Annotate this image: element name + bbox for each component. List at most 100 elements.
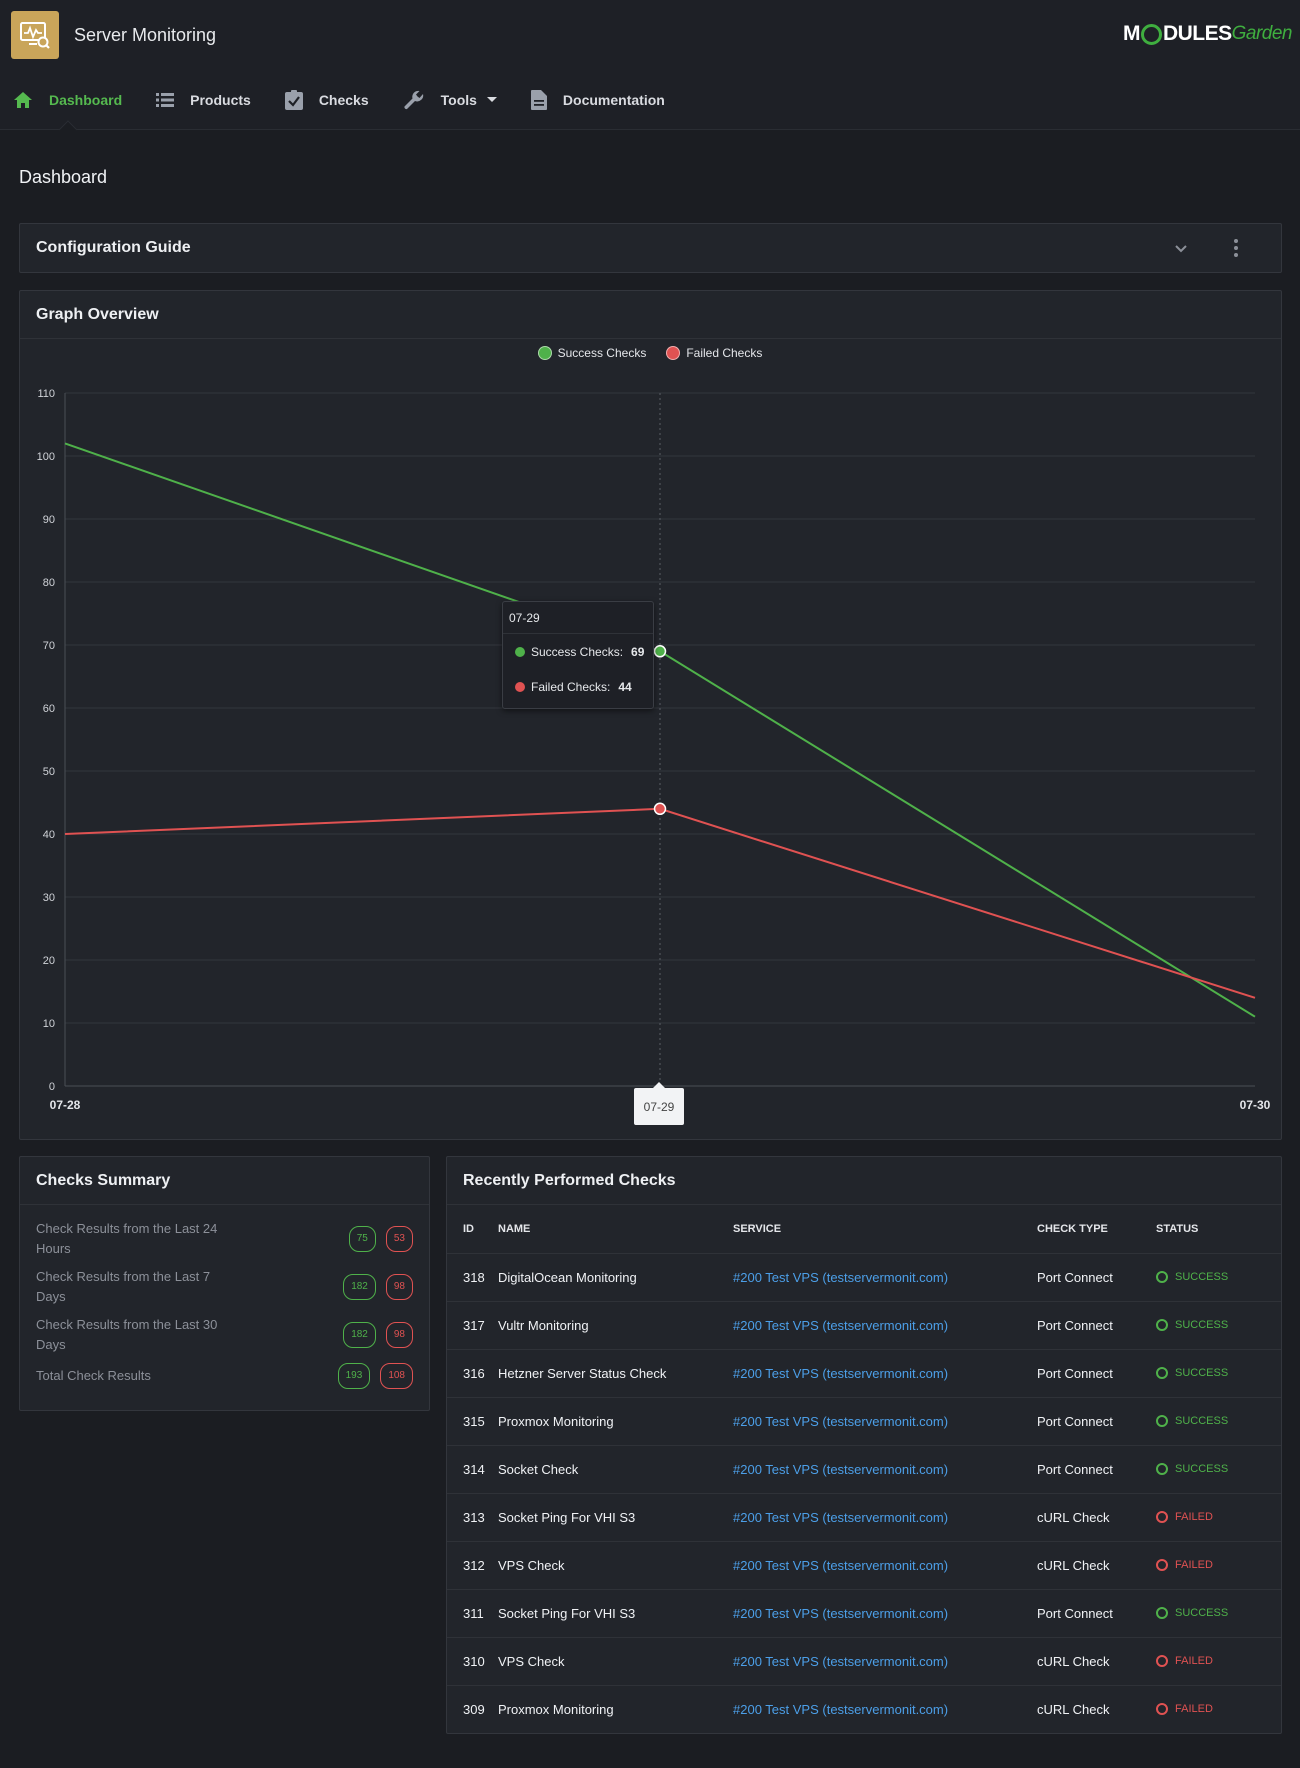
y-tick-label: 80 (43, 577, 55, 589)
col-name[interactable]: NAME (498, 1205, 733, 1254)
tooltip-success-label: Success Checks: (531, 644, 624, 659)
table-row: 318 DigitalOcean Monitoring #200 Test VPS … (447, 1253, 1281, 1302)
recent-checks-title: Recently Performed Checks (447, 1157, 1281, 1205)
service-link[interactable]: #200 Test VPS (testservermonit.com) (733, 1317, 949, 1333)
chevron-down-icon (486, 97, 497, 102)
nav-documentation[interactable]: Documentation (530, 70, 665, 130)
legend-item-success[interactable]: Success Checks (537, 346, 647, 360)
nav-tools-label: Tools (440, 91, 477, 108)
failed-count-badge: 53 (385, 1226, 413, 1252)
table-row: 317 Vultr Monitoring #200 Test VPS (testse… (447, 1301, 1281, 1350)
more-vertical-icon[interactable] (1233, 238, 1239, 263)
graph-overview-panel: Graph Overview (19, 290, 1282, 1140)
check-name: Socket Ping For VHI S3 (498, 1589, 733, 1638)
service-link[interactable]: #200 Test VPS (testservermonit.com) (733, 1557, 949, 1573)
nav-documentation-label: Documentation (562, 91, 665, 108)
check-name: VPS Check (498, 1541, 733, 1590)
status-ring-icon (1156, 1415, 1168, 1427)
nav-dashboard[interactable]: Dashboard (13, 70, 122, 130)
graph-overview-title: Graph Overview (20, 291, 1281, 339)
check-id: 316 (447, 1349, 498, 1398)
status-badge: SUCCESS (1156, 1463, 1281, 1475)
app-title: Server Monitoring (74, 24, 217, 45)
status-badge: SUCCESS (1156, 1367, 1281, 1379)
status-badge: FAILED (1156, 1559, 1281, 1571)
failed-count-badge: 98 (385, 1274, 413, 1300)
nav-checks[interactable]: Checks (284, 70, 369, 130)
check-id: 318 (447, 1253, 498, 1302)
status-ring-icon (1156, 1511, 1168, 1523)
table-header-row: ID NAME SERVICE CHECK TYPE STATUS (447, 1205, 1281, 1254)
success-count-badge: 182 (343, 1274, 376, 1300)
service-link[interactable]: #200 Test VPS (testservermonit.com) (733, 1365, 949, 1381)
check-id: 312 (447, 1541, 498, 1590)
status-ring-icon (1156, 1463, 1168, 1475)
status-ring-icon (1156, 1271, 1168, 1283)
nav-tools[interactable]: Tools (403, 70, 497, 130)
table-row: 313 Socket Ping For VHI S3 #200 Test VPS (… (447, 1493, 1281, 1542)
col-id[interactable]: ID (447, 1205, 498, 1254)
service-link[interactable]: #200 Test VPS (testservermonit.com) (733, 1701, 949, 1717)
check-type: Port Connect (1037, 1445, 1156, 1494)
x-axis-tooltip: 07-29 (634, 1082, 684, 1125)
status-text: SUCCESS (1175, 1367, 1229, 1379)
nav-checks-label: Checks (318, 91, 369, 108)
summary-row: Check Results from the Last 24 Hours 75 53 (36, 1219, 413, 1259)
check-name: Proxmox Monitoring (498, 1701, 614, 1717)
y-tick-label: 110 (37, 388, 55, 400)
check-name: Vultr Monitoring (498, 1301, 733, 1350)
check-name: Hetzner Server Status Check (498, 1349, 733, 1398)
configuration-guide-title: Configuration Guide (36, 239, 191, 256)
check-id: 314 (447, 1445, 498, 1494)
status-text: SUCCESS (1175, 1271, 1229, 1283)
y-tick-label: 30 (43, 892, 55, 904)
tooltip-failed-row: Failed Checks: 44 (503, 669, 653, 704)
summary-label: Check Results from the Last 30 Days (36, 1317, 218, 1352)
legend-success-label: Success Checks (557, 346, 647, 360)
service-link[interactable]: #200 Test VPS (testservermonit.com) (733, 1653, 949, 1669)
col-service[interactable]: SERVICE (733, 1205, 1037, 1254)
table-row: 310 VPS Check #200 Test VPS (testservermon… (447, 1637, 1281, 1686)
col-status[interactable]: STATUS (1156, 1205, 1281, 1254)
check-name: Socket Check (498, 1445, 733, 1494)
status-text: FAILED (1175, 1559, 1213, 1571)
success-count-badge: 193 (337, 1363, 371, 1389)
table-row: 312 VPS Check #200 Test VPS (testservermon… (447, 1541, 1281, 1590)
modulesgarden-logo: M DULES Garden (1122, 22, 1293, 45)
clipboard-check-icon (284, 89, 303, 110)
service-link[interactable]: #200 Test VPS (testservermonit.com) (733, 1605, 949, 1621)
col-check-type[interactable]: CHECK TYPE (1037, 1205, 1156, 1254)
checks-summary-panel: Checks Summary Check Results from the La… (19, 1156, 430, 1411)
table-row: 314 Socket Check #200 Test VPS (testserver… (447, 1445, 1281, 1494)
wrench-icon (403, 89, 425, 111)
top-bar: Server Monitoring M DULES Garden (0, 0, 1300, 70)
table-row: 309 Proxmox Monitoring #200 Test VPS (test… (447, 1685, 1281, 1733)
summary-row: Check Results from the Last 7 Days 182 98 (36, 1267, 413, 1307)
legend-failed-swatch (666, 346, 681, 360)
summary-rows: Check Results from the Last 24 Hours 75 53… (20, 1205, 429, 1411)
table-row: 315 Proxmox Monitoring #200 Test VPS (test… (447, 1397, 1281, 1446)
y-tick-label: 50 (43, 766, 55, 778)
status-ring-icon (1156, 1607, 1168, 1619)
legend-item-failed[interactable]: Failed Checks (666, 346, 762, 360)
service-link[interactable]: #200 Test VPS (testservermonit.com) (733, 1413, 949, 1429)
service-link[interactable]: #200 Test VPS (testservermonit.com) (733, 1509, 949, 1525)
check-name: VPS Check (498, 1637, 733, 1686)
chart-legend: Success Checks Failed Checks (0, 346, 1300, 360)
configuration-guide-panel[interactable]: Configuration Guide (19, 223, 1282, 273)
check-id: 310 (447, 1637, 498, 1686)
check-id: 311 (447, 1589, 498, 1638)
recent-checks-table: ID NAME SERVICE CHECK TYPE STATUS 318 Dig… (447, 1205, 1281, 1733)
y-tick-label: 20 (43, 955, 55, 967)
recent-checks-panel: Recently Performed Checks ID NAME SERVIC… (446, 1156, 1282, 1734)
service-link[interactable]: #200 Test VPS (testservermonit.com) (733, 1269, 949, 1285)
summary-row: Check Results from the Last 30 Days 182 98 (36, 1315, 413, 1355)
status-badge: SUCCESS (1156, 1415, 1281, 1427)
monitor-search-icon[interactable] (11, 11, 59, 59)
nav-dashboard-label: Dashboard (49, 91, 123, 108)
y-tick-label: 0 (49, 1081, 55, 1093)
chevron-down-icon[interactable] (1174, 241, 1188, 259)
chart-tooltip: 07-29 Success Checks: 69 Failed Checks: … (502, 601, 654, 709)
nav-products[interactable]: Products (156, 70, 251, 130)
service-link[interactable]: #200 Test VPS (testservermonit.com) (733, 1461, 949, 1477)
